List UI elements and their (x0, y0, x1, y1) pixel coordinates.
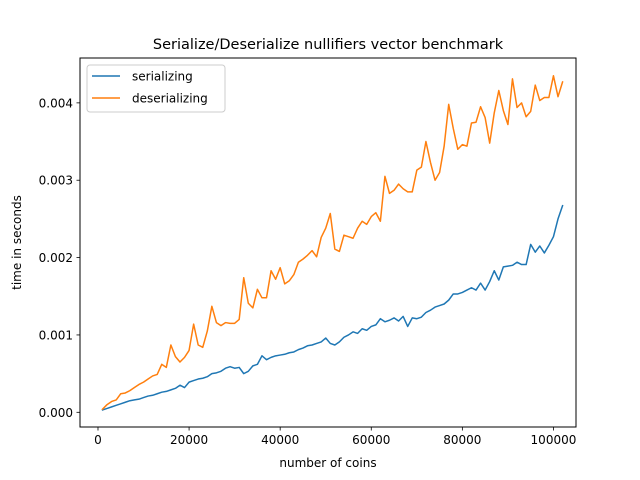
x-tick-label: 20000 (170, 433, 208, 447)
series-line-serializing (101, 204, 564, 411)
y-tick-label: 0.002 (39, 251, 73, 265)
x-axis: 0 20000 40000 60000 80000 100000 (94, 427, 576, 447)
x-tick-label: 60000 (352, 433, 390, 447)
y-tick-label: 0.003 (39, 174, 73, 188)
chart-title: Serialize/Deserialize nullifiers vector … (153, 37, 504, 53)
legend-entries: serializing deserializing (92, 70, 208, 106)
x-tick-label: 80000 (443, 433, 481, 447)
y-tick-label: 0.000 (39, 406, 73, 420)
x-tick-label: 0 (94, 433, 102, 447)
x-axis-label: number of coins (279, 456, 376, 470)
series-layer (101, 75, 564, 411)
plot-area: 0 20000 40000 60000 80000 100000 0.0000.0010.… (39, 57, 577, 447)
y-tick-label: 0.004 (39, 96, 73, 110)
x-tick-label: 100000 (531, 433, 577, 447)
legend-label-serializing: serializing (132, 70, 193, 84)
x-tick-label: 40000 (261, 433, 299, 447)
series-line-deserializing (101, 75, 564, 411)
legend-box (86, 64, 226, 113)
y-axis-label: time in seconds (10, 195, 24, 290)
y-axis: 0.000 0.001 0.002 0.003 0.004 (39, 96, 80, 420)
y-tick-label: 0.001 (39, 328, 73, 342)
legend: serializing deserializing (86, 64, 226, 113)
axes-frame (79, 57, 577, 428)
legend-label-deserializing: deserializing (132, 92, 208, 106)
